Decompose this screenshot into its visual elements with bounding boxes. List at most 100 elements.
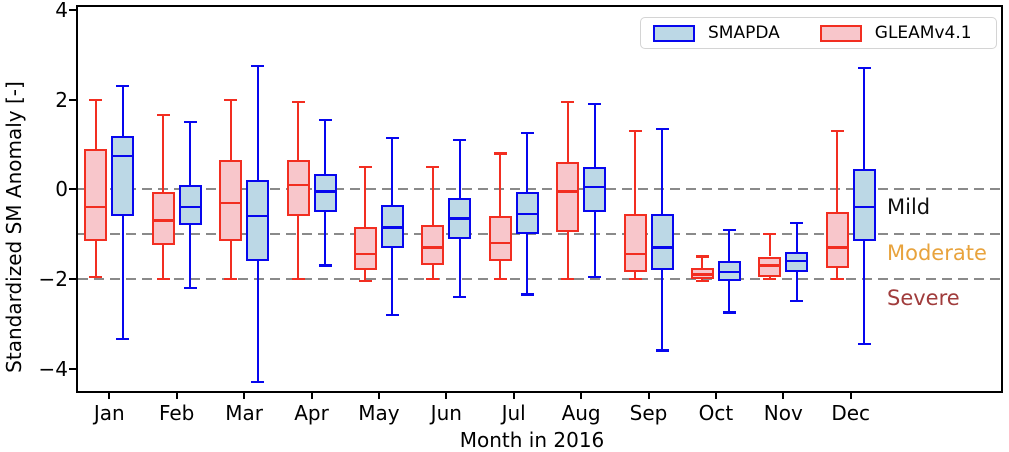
x-tick-label-apr: Apr <box>294 401 329 425</box>
x-tick-label-oct: Oct <box>698 401 734 425</box>
reference-line-0 <box>78 188 1001 191</box>
x-tick-Jan <box>108 393 111 399</box>
whisker-cap-upper-smapda-dec <box>857 67 871 70</box>
whisker-lower-gleamv41-oct <box>701 278 704 282</box>
whisker-upper-gleamv41-feb <box>162 115 165 192</box>
box-gleamv41-feb <box>151 191 175 246</box>
whisker-cap-upper-gleamv41-oct <box>695 255 709 258</box>
x-tick-Dec <box>849 393 852 399</box>
reference-line--1 <box>78 232 1001 236</box>
y-tick-label: −4 <box>38 356 68 381</box>
whisker-cap-lower-smapda-nov <box>790 300 804 303</box>
legend-label-gleamv41: GLEAMv4.1 <box>874 23 972 43</box>
whisker-upper-smapda-sep <box>660 128 664 214</box>
median-gleamv41-oct <box>692 273 712 276</box>
whisker-lower-smapda-apr <box>323 211 327 266</box>
whisker-cap-upper-smapda-mar <box>251 65 265 68</box>
box-gleamv41-apr <box>286 160 310 217</box>
whisker-cap-upper-smapda-jul <box>520 132 534 135</box>
whisker-upper-smapda-jun <box>458 140 461 199</box>
x-tick-Mar <box>243 393 246 399</box>
whisker-upper-smapda-aug <box>593 104 596 167</box>
median-smapda-nov <box>787 259 807 263</box>
whisker-cap-lower-smapda-oct <box>722 311 736 314</box>
whisker-upper-smapda-mar <box>256 66 259 181</box>
whisker-cap-lower-smapda-dec <box>857 342 871 345</box>
whisker-lower-smapda-dec <box>863 240 866 344</box>
whisker-cap-lower-smapda-feb <box>183 286 197 289</box>
whisker-cap-lower-gleamv41-may <box>358 280 372 283</box>
whisker-cap-upper-smapda-feb <box>183 121 197 124</box>
whisker-cap-lower-smapda-jan <box>116 338 130 341</box>
whisker-upper-smapda-jul <box>526 133 529 192</box>
zone-label-mild: Mild <box>887 195 931 219</box>
x-tick-Sep <box>647 393 650 399</box>
box-smapda-jan <box>111 135 135 217</box>
y-tick-label: 0 <box>55 177 68 202</box>
x-tick-May <box>377 393 380 399</box>
whisker-upper-gleamv41-aug <box>566 101 569 163</box>
legend: SMAPDA GLEAMv4.1 <box>640 17 997 49</box>
box-gleamv41-jan <box>84 148 108 241</box>
whisker-lower-smapda-aug <box>593 211 596 277</box>
whisker-cap-lower-smapda-apr <box>318 264 332 267</box>
whisker-cap-upper-gleamv41-mar <box>224 98 238 101</box>
y-tick-label: −2 <box>38 266 68 291</box>
whisker-upper-gleamv41-jan <box>94 99 97 149</box>
x-tick-Apr <box>310 393 313 399</box>
whisker-lower-gleamv41-apr <box>296 216 300 279</box>
whisker-lower-smapda-jun <box>458 238 461 297</box>
whisker-cap-upper-smapda-aug <box>588 103 602 106</box>
whisker-upper-gleamv41-apr <box>296 101 300 161</box>
whisker-cap-lower-gleamv41-mar <box>224 277 238 280</box>
whisker-cap-lower-gleamv41-dec <box>830 277 844 280</box>
box-smapda-sep <box>650 213 674 270</box>
x-tick-label-jun: Jun <box>430 401 462 425</box>
x-tick-Jul <box>512 393 515 399</box>
box-gleamv41-jul <box>488 216 512 261</box>
y-tick-−4 <box>69 367 76 370</box>
x-tick-Jun <box>445 393 448 399</box>
whisker-lower-gleamv41-sep <box>633 272 637 279</box>
box-gleamv41-jun <box>421 225 445 266</box>
whisker-cap-upper-gleamv41-dec <box>830 129 844 133</box>
x-tick-label-dec: Dec <box>831 401 871 425</box>
whisker-cap-upper-smapda-apr <box>318 118 332 121</box>
whisker-cap-upper-smapda-jan <box>116 85 130 88</box>
whisker-lower-smapda-nov <box>795 272 798 302</box>
whisker-lower-smapda-feb <box>189 225 192 288</box>
whisker-upper-gleamv41-mar <box>229 99 232 161</box>
whisker-upper-gleamv41-sep <box>633 131 637 214</box>
whisker-cap-lower-gleamv41-jul <box>493 277 507 280</box>
whisker-cap-lower-gleamv41-jan <box>89 275 103 278</box>
median-gleamv41-apr <box>288 183 308 186</box>
box-gleamv41-may <box>353 227 377 270</box>
x-tick-label-jan: Jan <box>93 401 125 425</box>
y-tick-0 <box>69 188 76 191</box>
whisker-cap-lower-smapda-mar <box>251 380 265 384</box>
median-gleamv41-jan <box>86 206 106 209</box>
whisker-cap-lower-smapda-sep <box>655 349 669 352</box>
whisker-lower-smapda-mar <box>256 260 259 382</box>
whisker-upper-gleamv41-may <box>364 166 367 228</box>
box-smapda-mar <box>246 180 270 261</box>
whisker-cap-upper-gleamv41-jul <box>493 152 507 155</box>
whisker-lower-smapda-oct <box>728 281 731 313</box>
whisker-cap-upper-smapda-jun <box>453 138 467 142</box>
whisker-cap-upper-gleamv41-aug <box>561 100 575 104</box>
whisker-lower-smapda-sep <box>660 269 664 351</box>
median-gleamv41-jul <box>490 241 510 245</box>
whisker-cap-lower-gleamv41-feb <box>156 277 170 280</box>
box-gleamv41-sep <box>623 213 647 273</box>
whisker-upper-smapda-jan <box>121 86 124 136</box>
box-gleamv41-dec <box>825 211 849 268</box>
whisker-cap-lower-gleamv41-sep <box>628 277 642 280</box>
x-tick-label-nov: Nov <box>763 401 803 425</box>
whisker-upper-gleamv41-nov <box>768 234 771 257</box>
x-tick-label-aug: Aug <box>561 401 601 425</box>
legend-swatch-smapda <box>653 24 695 42</box>
box-gleamv41-mar <box>219 160 243 241</box>
whisker-cap-upper-gleamv41-apr <box>291 100 305 104</box>
whisker-cap-upper-gleamv41-feb <box>156 114 170 117</box>
